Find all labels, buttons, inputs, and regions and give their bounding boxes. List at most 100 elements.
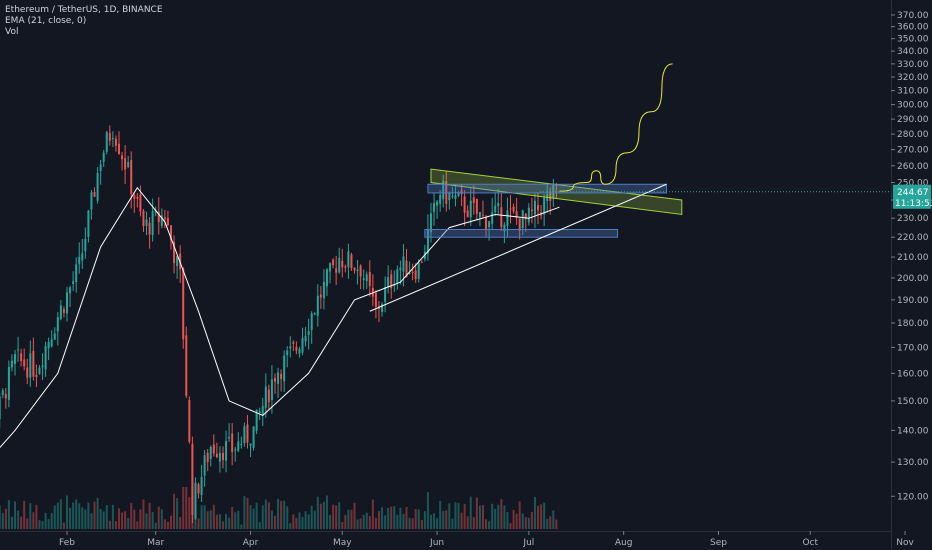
candle-body <box>81 253 84 261</box>
candle-body <box>390 274 393 289</box>
candle-body <box>182 268 185 340</box>
volume-bar <box>75 499 78 529</box>
candle-body <box>295 346 298 351</box>
candle-body <box>267 389 270 403</box>
volume-bar <box>506 512 509 529</box>
volume-bar <box>537 505 540 529</box>
candle-body <box>258 411 261 413</box>
volume-indicator-label[interactable]: Vol <box>5 27 19 37</box>
candle-body <box>169 225 172 241</box>
candle-body <box>365 274 368 282</box>
volume-bar <box>7 500 10 529</box>
candle-body <box>417 262 420 279</box>
volume-bar <box>512 509 515 529</box>
candle-body <box>90 192 93 210</box>
price-tick-label: 170.00 <box>897 343 929 353</box>
candle-body <box>273 377 276 382</box>
candle-body <box>451 195 454 197</box>
volume-bar <box>322 501 325 529</box>
volume-bar <box>252 508 255 529</box>
candle-body <box>121 155 124 160</box>
volume-bar <box>335 505 338 529</box>
volume-bar <box>426 492 429 529</box>
time-axis[interactable]: Feb Mar Apr May Jun Jul Aug Sep Oct Nov <box>0 531 915 548</box>
volume-bar <box>362 514 365 529</box>
volume-bar <box>29 503 32 529</box>
price-tick-label: 260.00 <box>897 162 929 172</box>
volume-bar <box>497 504 500 529</box>
volume-bar <box>203 505 206 529</box>
candle-body <box>264 386 267 408</box>
volume-bar <box>264 499 267 529</box>
candle-body <box>292 342 295 344</box>
candle-body <box>148 222 151 235</box>
candle-body <box>491 212 494 224</box>
lower-range-box[interactable] <box>424 228 619 238</box>
volume-bar <box>411 518 414 529</box>
volume-bar <box>197 518 200 529</box>
upper-range-box[interactable] <box>427 183 667 194</box>
candle-body <box>448 192 451 201</box>
chart-drawings[interactable] <box>369 63 891 312</box>
candle-body <box>154 210 157 213</box>
ema-indicator-label[interactable]: EMA (21, close, 0) <box>5 16 87 26</box>
candle-body <box>96 172 99 201</box>
volume-bar <box>206 511 209 529</box>
volume-bar <box>329 514 332 529</box>
volume-bar <box>163 519 166 529</box>
candle-body <box>537 204 540 211</box>
volume-bar <box>209 510 212 529</box>
price-tick-label: 290.00 <box>897 115 929 125</box>
candle-body <box>359 265 362 277</box>
candle-body <box>454 195 457 199</box>
candle-body <box>200 476 203 496</box>
volume-bar <box>277 498 280 529</box>
volume-bar <box>521 513 524 529</box>
volume-bar <box>237 510 240 529</box>
candle-body <box>478 212 481 218</box>
volume-bar <box>543 502 546 529</box>
candle-body <box>191 443 194 516</box>
volume-bar <box>518 501 521 529</box>
volume-bar <box>359 518 362 529</box>
volume-bar <box>62 522 65 529</box>
candle-body <box>218 452 221 462</box>
price-axis[interactable]: 370.00 360.00 350.00 340.00 330.00 320.00 310.… <box>891 0 929 550</box>
volume-bar <box>221 521 224 529</box>
volume-bar <box>509 522 512 529</box>
projection-path[interactable] <box>559 63 673 192</box>
volume-bar <box>105 505 108 529</box>
candle-body <box>362 278 365 280</box>
candle-body <box>151 211 154 235</box>
candle-body <box>506 210 509 227</box>
candle-body <box>301 337 304 353</box>
ascending-trendline[interactable] <box>369 183 667 312</box>
volume-bar <box>549 516 552 529</box>
volume-bar <box>166 521 169 529</box>
candle-body <box>384 287 387 302</box>
candle-body <box>374 292 377 307</box>
volume-bar <box>555 519 558 529</box>
volume-bar <box>23 500 26 529</box>
candle-body <box>142 210 145 227</box>
volume-bar <box>225 514 228 529</box>
volume-bar <box>249 504 252 529</box>
volume-bar <box>420 519 423 529</box>
volume-bar <box>341 521 344 529</box>
symbol-title[interactable]: Ethereum / TetherUS, 1D, BINANCE <box>5 5 163 15</box>
volume-bar <box>108 520 111 529</box>
candle-body <box>203 455 206 476</box>
candle-body <box>500 207 503 228</box>
candle-body <box>14 353 17 364</box>
volume-bar <box>173 493 176 529</box>
volume-bar <box>215 514 218 529</box>
candle-body <box>387 277 390 288</box>
volume-bar <box>66 495 68 529</box>
candle-body <box>26 367 29 378</box>
volume-bar <box>286 506 289 529</box>
volume-bar <box>325 495 328 529</box>
candle-body <box>56 317 59 332</box>
candle-body <box>237 441 240 451</box>
descending-channel[interactable] <box>430 168 683 216</box>
